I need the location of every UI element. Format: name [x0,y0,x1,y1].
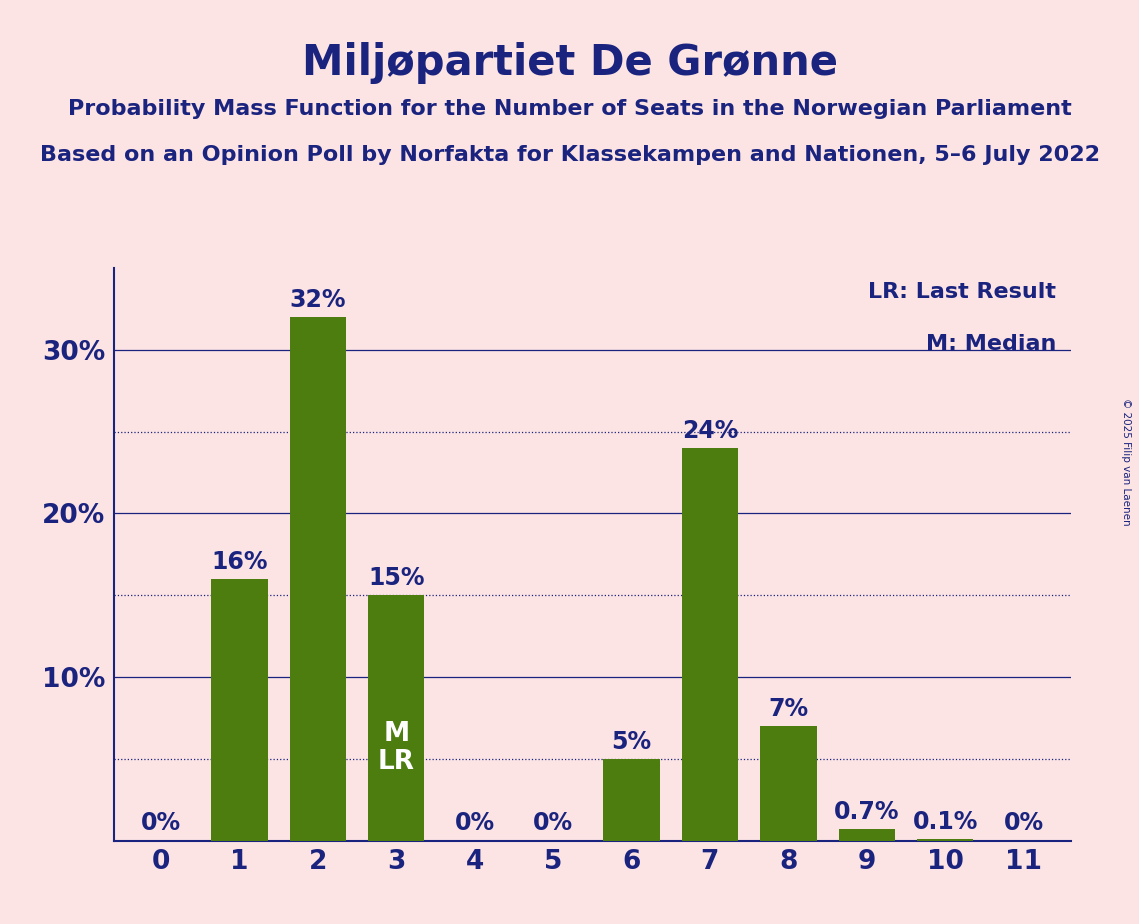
Bar [211,579,268,841]
Text: 15%: 15% [368,566,425,590]
Text: Miljøpartiet De Grønne: Miljøpartiet De Grønne [302,42,837,83]
Text: 0%: 0% [1003,811,1043,835]
Bar [917,839,974,841]
Text: 0.1%: 0.1% [912,810,978,834]
Text: 7%: 7% [769,698,809,722]
Text: 0%: 0% [141,811,181,835]
Bar [289,317,346,841]
Text: 32%: 32% [289,288,346,312]
Bar [838,830,895,841]
Text: M: Median: M: Median [926,334,1056,354]
Bar [368,595,425,841]
Text: 0.7%: 0.7% [834,800,900,824]
Bar [681,448,738,841]
Text: 0%: 0% [454,811,494,835]
Text: © 2025 Filip van Laenen: © 2025 Filip van Laenen [1121,398,1131,526]
Text: 0%: 0% [533,811,573,835]
Text: 5%: 5% [612,730,652,754]
Text: 16%: 16% [211,550,268,574]
Text: 24%: 24% [682,419,738,444]
Bar [604,759,659,841]
Bar [760,726,817,841]
Text: LR: Last Result: LR: Last Result [868,283,1056,302]
Text: Probability Mass Function for the Number of Seats in the Norwegian Parliament: Probability Mass Function for the Number… [67,99,1072,119]
Text: M
LR: M LR [378,721,415,774]
Text: Based on an Opinion Poll by Norfakta for Klassekampen and Nationen, 5–6 July 202: Based on an Opinion Poll by Norfakta for… [40,145,1099,165]
